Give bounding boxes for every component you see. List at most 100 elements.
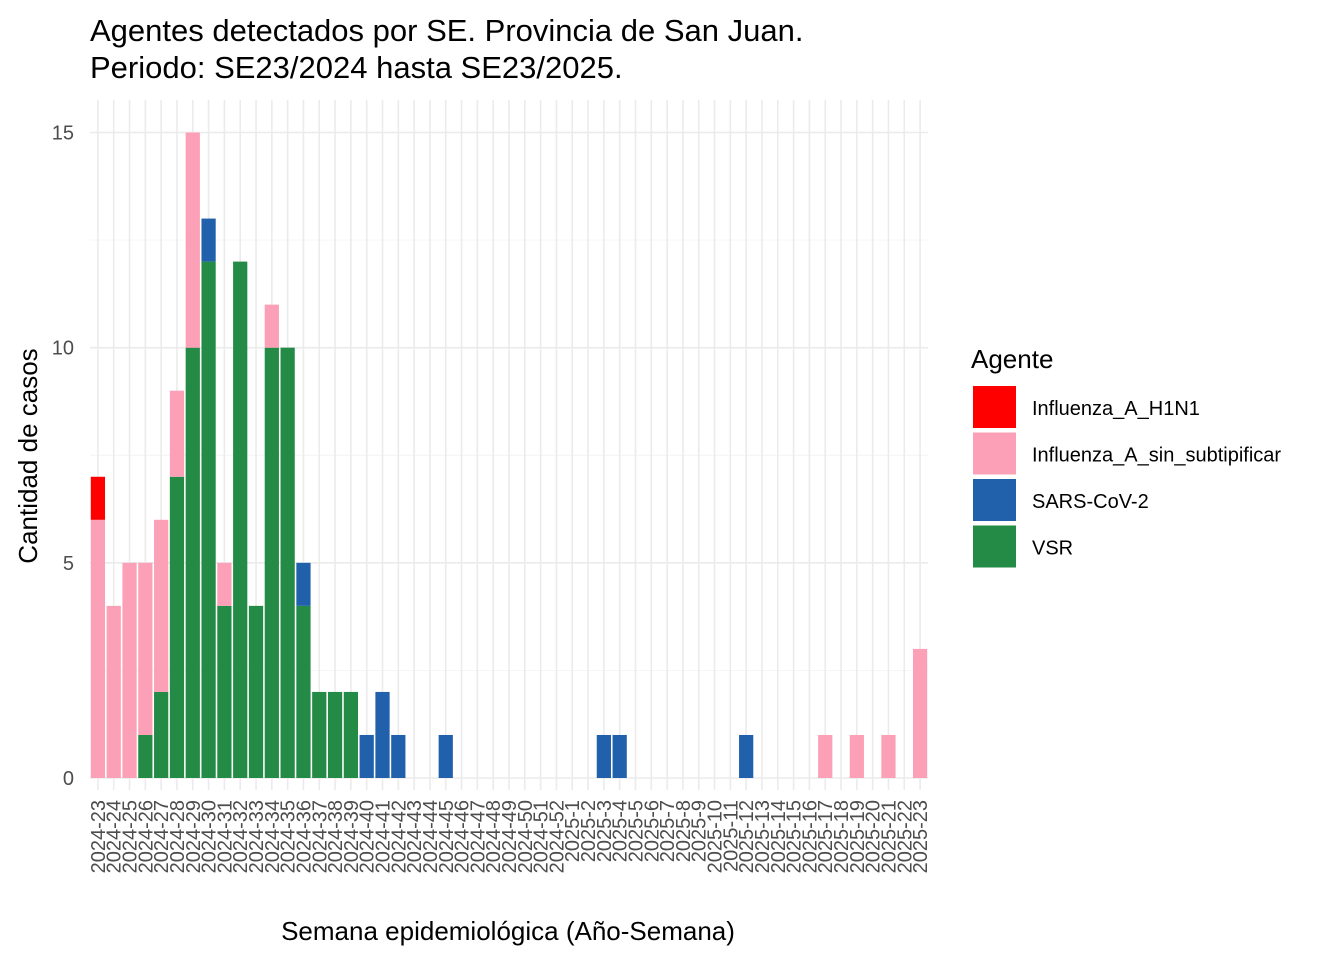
x-tick-label: 2025-8 bbox=[673, 800, 695, 862]
bar-segment bbox=[912, 648, 928, 778]
bar-segment bbox=[122, 562, 137, 778]
bar-segment bbox=[881, 734, 896, 778]
bar-segment bbox=[327, 691, 343, 778]
x-tick-label: 2024-39 bbox=[341, 800, 363, 873]
bar-segment bbox=[201, 261, 216, 779]
bar-segment bbox=[296, 605, 311, 778]
x-tick-label: 2025-20 bbox=[863, 800, 885, 873]
bar-segment bbox=[391, 734, 406, 778]
x-tick-label: 2024-30 bbox=[199, 800, 221, 873]
x-tick-label: 2024-37 bbox=[309, 800, 331, 873]
chart-title-line-2: Periodo: SE23/2024 hasta SE23/2025. bbox=[90, 50, 623, 85]
bar-segment bbox=[90, 476, 106, 520]
bars bbox=[90, 132, 928, 779]
bar-segment bbox=[818, 734, 833, 778]
legend-swatch bbox=[973, 525, 1016, 568]
legend-swatch bbox=[973, 479, 1016, 521]
legend-swatch bbox=[973, 386, 1016, 428]
bar-segment bbox=[154, 691, 169, 778]
legend-label: Influenza_A_H1N1 bbox=[1032, 398, 1200, 420]
bar-segment bbox=[201, 218, 216, 262]
chart-title-line-1: Agentes detectados por SE. Provincia de … bbox=[90, 13, 803, 48]
bar-segment bbox=[596, 734, 611, 778]
x-tick-label: 2024-52 bbox=[546, 800, 568, 873]
bar-segment bbox=[138, 562, 153, 735]
legend-label: VSR bbox=[1032, 538, 1073, 560]
x-tick-label: 2025-13 bbox=[752, 800, 774, 873]
x-tick-label: 2024-25 bbox=[120, 800, 142, 873]
bar-segment bbox=[217, 605, 232, 778]
y-axis-ticks: 0 5 10 15 bbox=[52, 123, 74, 791]
x-tick-label: 2025-16 bbox=[799, 800, 821, 873]
x-tick-label: 2025-19 bbox=[847, 800, 869, 873]
x-axis-ticks: 2024-232024-242024-252024-262024-272024-… bbox=[88, 800, 932, 873]
x-tick-label: 2025-1 bbox=[562, 800, 584, 862]
x-tick-label: 2024-35 bbox=[278, 800, 300, 873]
x-tick-label: 2025-17 bbox=[815, 800, 837, 873]
bar-segment bbox=[612, 734, 627, 778]
x-tick-label: 2024-49 bbox=[499, 800, 521, 873]
bar-segment bbox=[169, 476, 185, 778]
x-tick-label: 2024-51 bbox=[531, 800, 553, 873]
x-tick-label: 2025-22 bbox=[894, 800, 916, 873]
x-tick-label: 2025-23 bbox=[910, 800, 932, 873]
bar-segment bbox=[739, 734, 754, 778]
x-tick-label: 2024-38 bbox=[325, 800, 347, 873]
x-tick-label: 2025-11 bbox=[720, 800, 742, 872]
legend-label: SARS-CoV-2 bbox=[1032, 491, 1149, 513]
bar-segment bbox=[233, 261, 248, 779]
x-tick-label: 2024-36 bbox=[293, 800, 315, 873]
x-tick-label: 2025-5 bbox=[625, 800, 647, 862]
x-tick-label: 2025-4 bbox=[610, 800, 632, 862]
x-tick-label: 2024-43 bbox=[404, 800, 426, 873]
legend-label: Influenza_A_sin_subtipificar bbox=[1032, 445, 1281, 467]
x-tick-label: 2025-7 bbox=[657, 800, 679, 862]
x-tick-label: 2025-15 bbox=[784, 800, 806, 873]
x-tick-label: 2024-26 bbox=[135, 800, 157, 873]
x-tick-label: 2025-12 bbox=[736, 800, 758, 873]
bar-segment bbox=[106, 605, 121, 778]
bar-segment bbox=[343, 691, 359, 778]
bar-segment bbox=[185, 347, 200, 778]
x-tick-label: 2024-29 bbox=[183, 800, 205, 873]
x-tick-label: 2024-27 bbox=[151, 800, 173, 873]
y-tick-label: 0 bbox=[63, 768, 74, 790]
x-tick-label: 2025-3 bbox=[594, 800, 616, 862]
bar-segment bbox=[438, 734, 453, 778]
x-tick-label: 2024-34 bbox=[262, 800, 284, 873]
y-tick-label: 5 bbox=[63, 553, 74, 575]
x-tick-label: 2025-2 bbox=[578, 800, 600, 862]
bar-segment bbox=[217, 562, 232, 606]
x-tick-label: 2024-44 bbox=[420, 800, 442, 873]
bar-segment bbox=[185, 132, 200, 348]
x-tick-label: 2024-28 bbox=[167, 800, 189, 873]
x-tick-label: 2024-45 bbox=[436, 800, 458, 873]
bar-segment bbox=[154, 519, 169, 692]
x-tick-label: 2024-47 bbox=[467, 800, 489, 873]
x-tick-label: 2024-33 bbox=[246, 800, 268, 873]
x-tick-label: 2025-14 bbox=[768, 800, 790, 873]
legend-title: Agente bbox=[971, 344, 1053, 374]
x-tick-label: 2024-41 bbox=[373, 800, 395, 873]
bar-segment bbox=[264, 347, 279, 778]
bar-segment bbox=[248, 605, 264, 778]
bar-segment bbox=[312, 691, 327, 778]
x-axis-title: Semana epidemiológica (Año-Semana) bbox=[281, 916, 735, 946]
bar-segment bbox=[280, 347, 295, 778]
x-tick-label: 2024-23 bbox=[88, 800, 110, 873]
bar-segment bbox=[359, 734, 374, 778]
y-axis-title: Cantidad de casos bbox=[13, 348, 43, 563]
bar-segment bbox=[296, 562, 311, 606]
x-tick-label: 2024-32 bbox=[230, 800, 252, 873]
x-tick-label: 2024-50 bbox=[515, 800, 537, 873]
bar-segment bbox=[375, 691, 390, 778]
x-tick-label: 2024-48 bbox=[483, 800, 505, 873]
legend-swatch bbox=[973, 432, 1016, 475]
x-tick-label: 2024-46 bbox=[452, 800, 474, 873]
bar-segment bbox=[90, 519, 106, 778]
y-tick-label: 10 bbox=[52, 338, 74, 360]
x-tick-label: 2025-18 bbox=[831, 800, 853, 873]
bar-segment bbox=[138, 734, 153, 778]
x-tick-label: 2025-21 bbox=[878, 800, 900, 873]
